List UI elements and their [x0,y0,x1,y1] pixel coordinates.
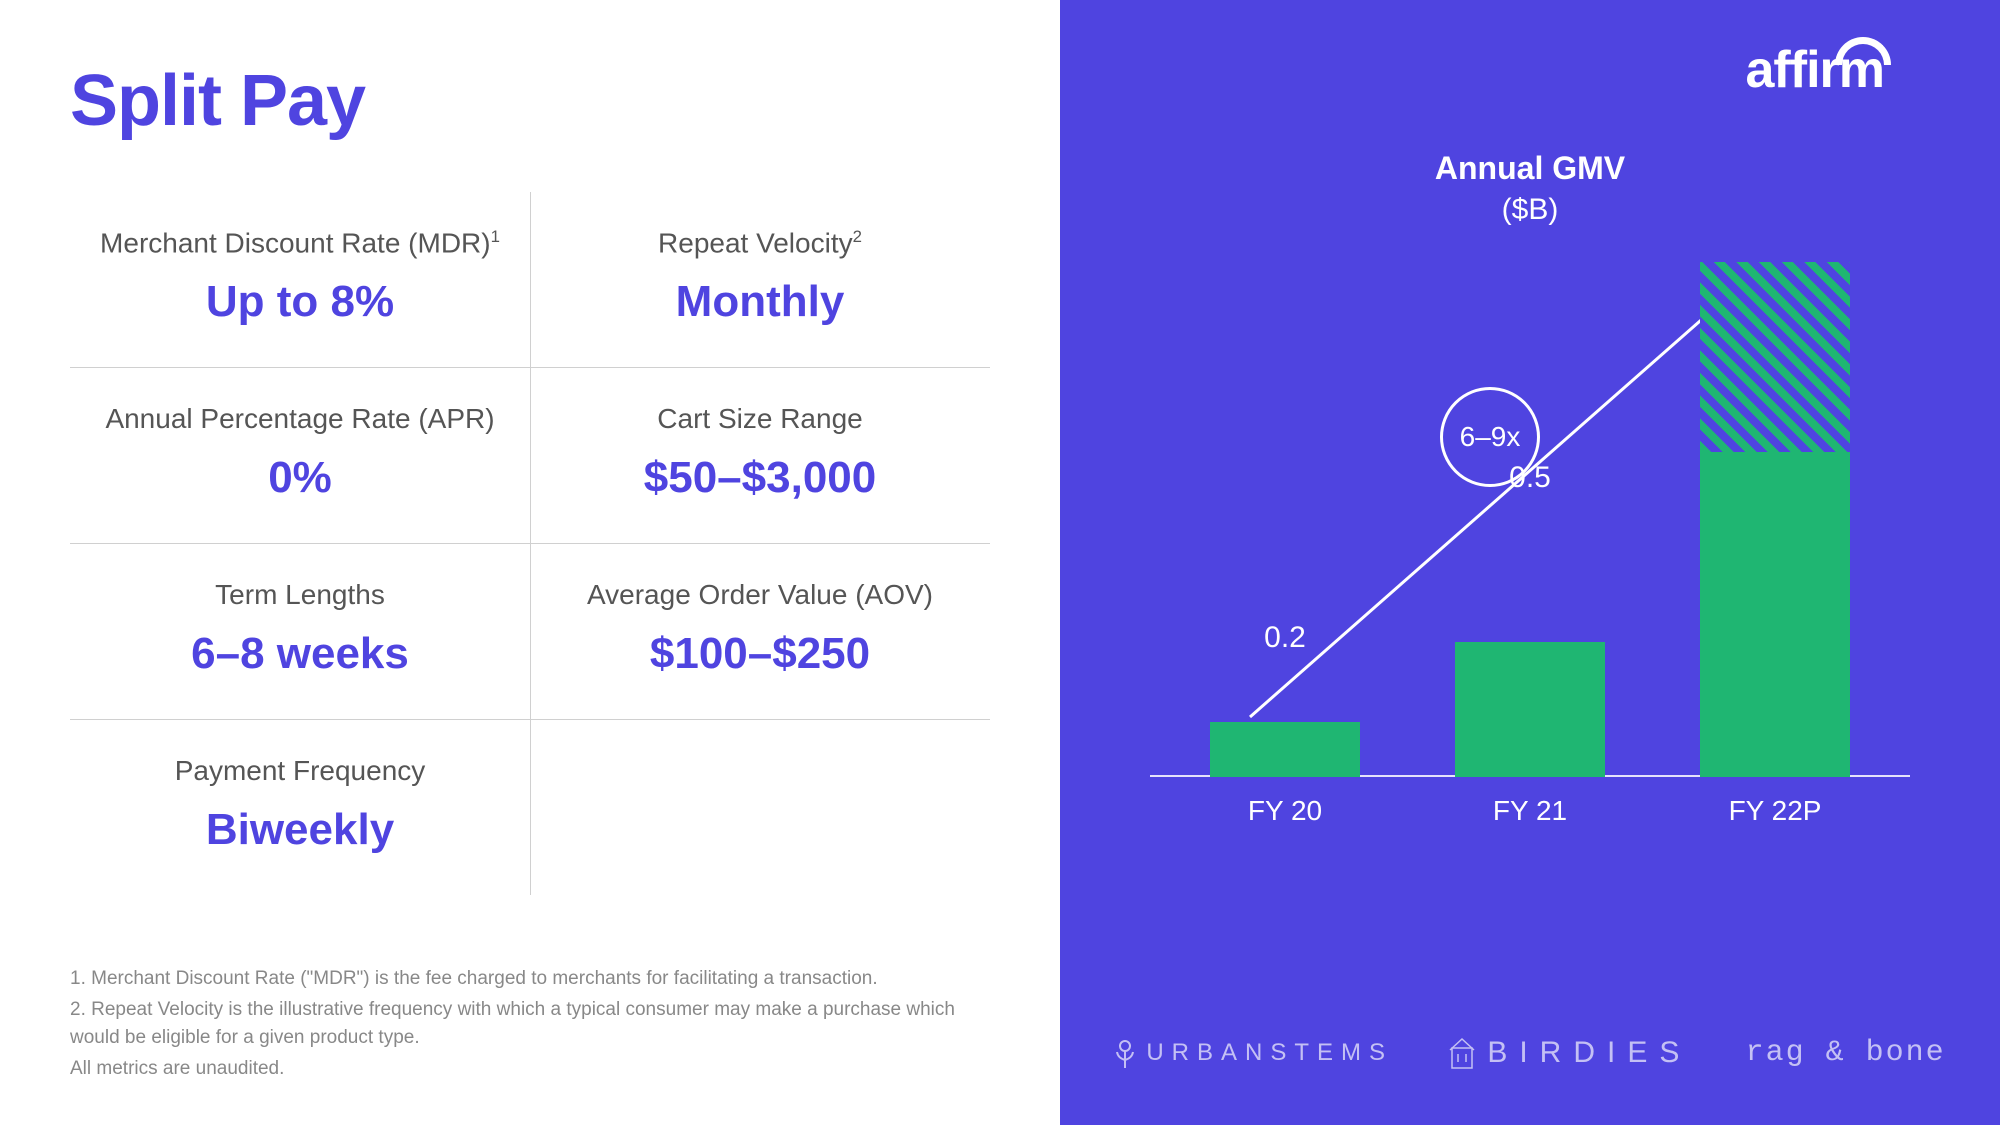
empty-cell [530,720,990,895]
house-icon [1447,1036,1477,1070]
metrics-grid: Merchant Discount Rate (MDR)1 Up to 8% R… [70,192,990,895]
bar-solid [1700,452,1850,777]
metric-value: Biweekly [90,805,510,855]
brand-rag-bone: rag & bone [1746,1036,1946,1070]
metric-cell: Term Lengths 6–8 weeks [70,544,530,719]
metric-value: 0% [90,453,510,503]
page-title: Split Pay [70,60,990,142]
affirm-logo: affirm [1746,40,1940,100]
metric-value: $100–$250 [550,629,970,679]
metric-cell: Average Order Value (AOV) $100–$250 [530,544,990,719]
metric-cell: Repeat Velocity2 Monthly [530,192,990,367]
left-panel: Split Pay Merchant Discount Rate (MDR)1 … [0,0,1060,1125]
footnote: 2. Repeat Velocity is the illustrative f… [70,996,990,1053]
chart-title: Annual GMV [1120,150,1940,187]
bar-hatch [1700,262,1850,452]
bar-value-label: 0.2 [1190,621,1380,655]
metric-value: $50–$3,000 [550,453,970,503]
metric-cell: Payment Frequency Biweekly [70,720,530,895]
metric-label: Term Lengths [90,579,510,611]
metric-label: Average Order Value (AOV) [550,579,970,611]
grid-vline [530,192,531,895]
bar-solid [1210,722,1360,777]
gmv-chart: 6–9x 0.2FY 200.5FY 211.2–1.9FY 22P [1150,257,1910,837]
metric-label: Repeat Velocity2 [550,227,970,259]
metric-label: Payment Frequency [90,755,510,787]
brand-row: URBANSTEMS BIRDIES rag & bone [1060,1036,2000,1070]
metric-label: Annual Percentage Rate (APR) [90,403,510,435]
brand-urbanstems: URBANSTEMS [1114,1038,1393,1068]
metric-cell: Merchant Discount Rate (MDR)1 Up to 8% [70,192,530,367]
metric-label: Cart Size Range [550,403,970,435]
brand-birdies: BIRDIES [1447,1036,1691,1070]
metric-cell: Annual Percentage Rate (APR) 0% [70,368,530,543]
x-axis-label: FY 22P [1680,795,1870,827]
footnote: 1. Merchant Discount Rate ("MDR") is the… [70,965,990,994]
metric-value: Monthly [550,277,970,327]
footnote: All metrics are unaudited. [70,1055,990,1084]
metric-value: 6–8 weeks [90,629,510,679]
flower-icon [1114,1038,1136,1068]
bar-value-label: 0.5 [1435,461,1625,495]
bar-solid [1455,642,1605,777]
chart-subtitle: ($B) [1120,193,1940,227]
metric-value: Up to 8% [90,277,510,327]
metric-label: Merchant Discount Rate (MDR)1 [90,227,510,259]
x-axis-label: FY 20 [1190,795,1380,827]
bar-group: 0.5 [1435,642,1625,777]
footnotes: 1. Merchant Discount Rate ("MDR") is the… [70,965,990,1085]
right-panel: affirm Annual GMV ($B) 6–9x 0.2FY 200.5F… [1060,0,2000,1125]
metric-cell: Cart Size Range $50–$3,000 [530,368,990,543]
bar-group: 0.2 [1190,722,1380,777]
bar-group: 1.2–1.9 [1680,262,1870,777]
x-axis-label: FY 21 [1435,795,1625,827]
